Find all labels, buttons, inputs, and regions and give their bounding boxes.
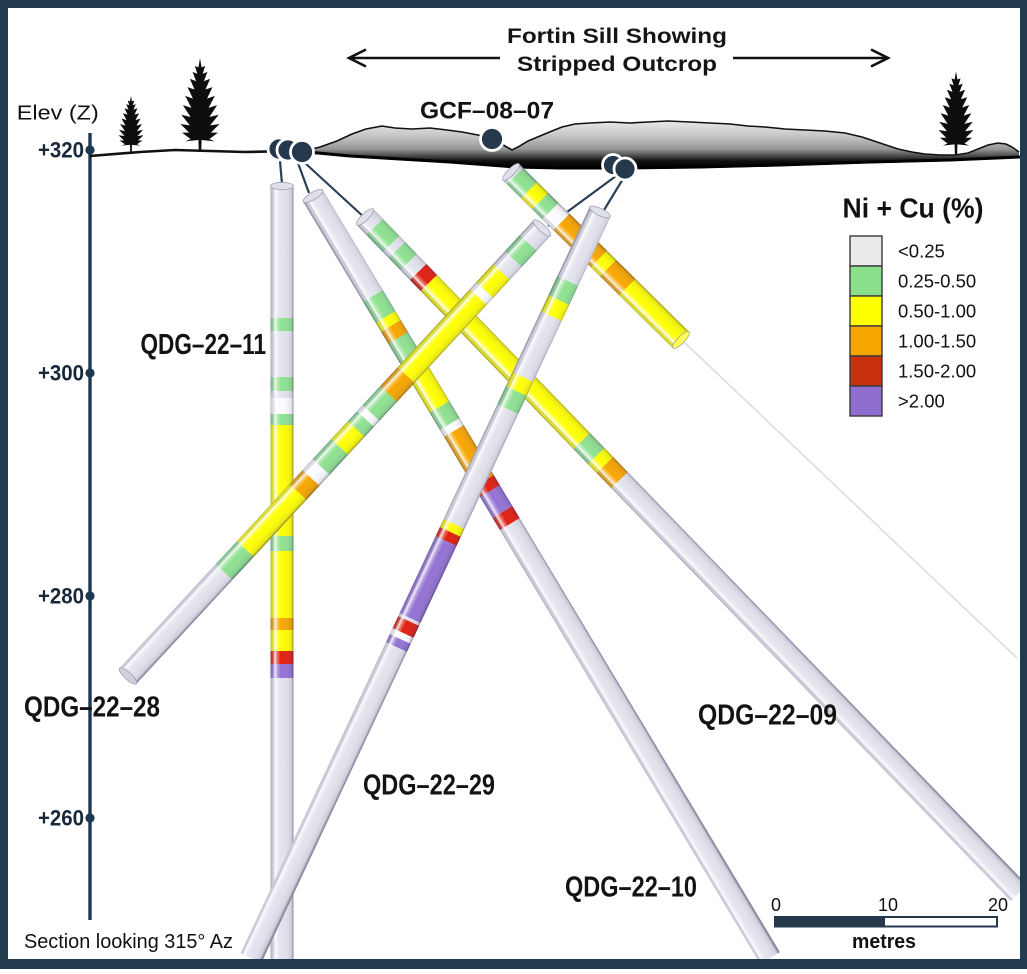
svg-text:Elev (Z): Elev (Z) xyxy=(17,102,99,124)
svg-text:Stripped Outcrop: Stripped Outcrop xyxy=(517,52,717,76)
svg-text:QDG–22–09: QDG–22–09 xyxy=(698,700,837,732)
svg-text:Fortin Sill Showing: Fortin Sill Showing xyxy=(507,24,727,48)
svg-text:+300: +300 xyxy=(38,361,84,386)
svg-text:20: 20 xyxy=(988,895,1008,915)
svg-text:1.50-2.00: 1.50-2.00 xyxy=(898,361,976,382)
svg-text:0.25-0.50: 0.25-0.50 xyxy=(898,271,976,292)
svg-text:0.50-1.00: 0.50-1.00 xyxy=(898,301,976,322)
svg-text:0: 0 xyxy=(771,895,781,915)
svg-text:QDG–22–11: QDG–22–11 xyxy=(141,329,267,361)
svg-text:+260: +260 xyxy=(38,806,84,831)
svg-text:<0.25: <0.25 xyxy=(898,241,945,262)
svg-text:QDG–22–28: QDG–22–28 xyxy=(24,692,160,724)
svg-text:QDG–22–10: QDG–22–10 xyxy=(565,872,697,904)
svg-text:Section looking 315° Az: Section looking 315° Az xyxy=(24,931,233,953)
svg-text:1.00-1.50: 1.00-1.50 xyxy=(898,331,976,352)
svg-text:>2.00: >2.00 xyxy=(898,391,945,412)
svg-text:+320: +320 xyxy=(38,138,84,163)
svg-text:Ni + Cu (%): Ni + Cu (%) xyxy=(843,193,984,224)
svg-text:GCF–08–07: GCF–08–07 xyxy=(420,98,554,125)
svg-text:metres: metres xyxy=(852,931,916,953)
svg-text:+280: +280 xyxy=(38,584,84,609)
svg-text:QDG–22–29: QDG–22–29 xyxy=(363,770,495,802)
svg-text:10: 10 xyxy=(878,895,898,915)
